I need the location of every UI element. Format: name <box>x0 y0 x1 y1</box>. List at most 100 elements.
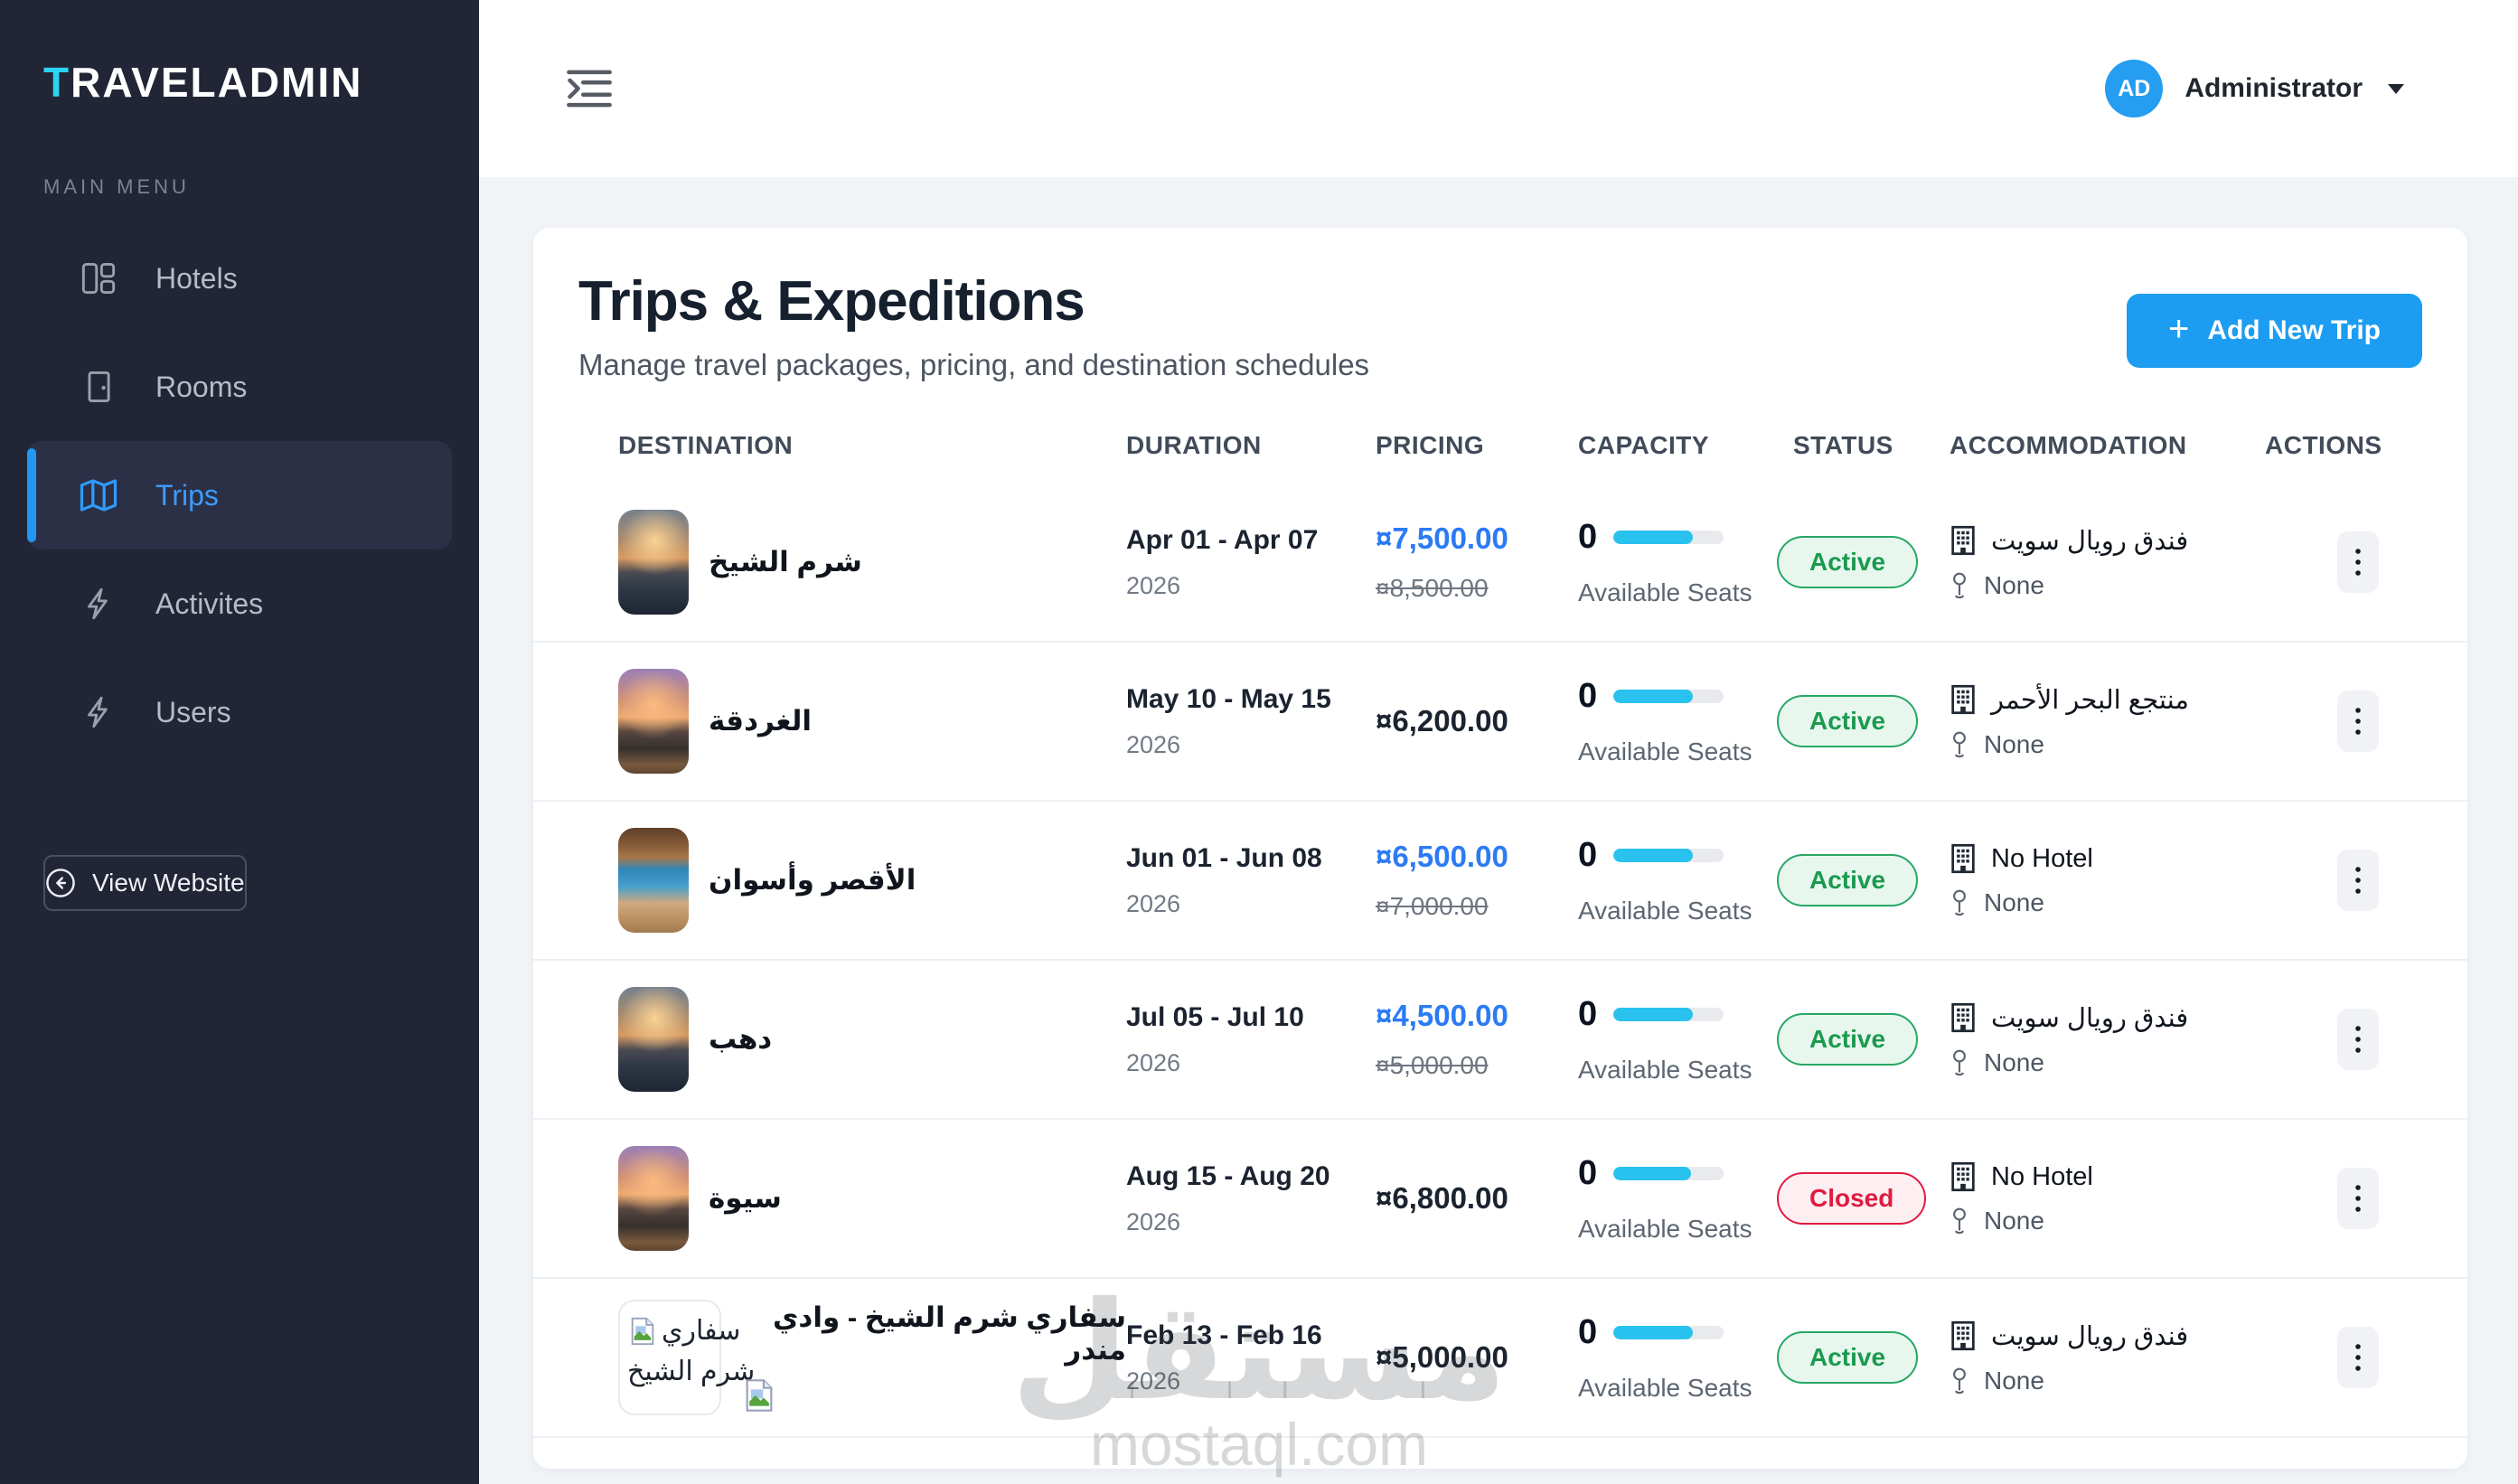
pricing-cell: ¤6,500.00 ¤7,000.00 <box>1376 840 1578 921</box>
view-website-button[interactable]: View Website <box>43 855 247 911</box>
logo-first-letter: T <box>43 59 71 106</box>
duration-cell: Feb 13 - Feb 16 2026 <box>1126 1320 1376 1395</box>
price: ¤4,500.00 <box>1376 999 1508 1032</box>
sidebar-item-users[interactable]: Users <box>27 658 452 766</box>
sidebar-item-label: Hotels <box>155 261 238 295</box>
duration-cell: May 10 - May 15 2026 <box>1126 684 1376 759</box>
hotel-name: فندق رويال سويت <box>1991 1321 2189 1351</box>
table-header: DESTINATION DURATION PRICING CAPACITY ST… <box>533 431 2467 484</box>
actions-cell <box>2265 690 2422 752</box>
sidebar-item-rooms[interactable]: Rooms <box>27 333 452 441</box>
image-alt-text: سفاري <box>662 1316 741 1346</box>
price: ¤6,800.00 <box>1376 1181 1508 1215</box>
capacity-count: 0 <box>1578 994 1598 1033</box>
page-subtitle: Manage travel packages, pricing, and des… <box>578 348 1370 381</box>
status-cell: Active <box>1777 695 1950 747</box>
sidebar-collapse-button[interactable] <box>566 68 613 109</box>
status-cell: Active <box>1777 1331 1950 1384</box>
status-cell: Active <box>1777 854 1950 906</box>
price: ¤7,500.00 <box>1376 521 1508 555</box>
map-icon <box>80 476 117 514</box>
capacity-bar <box>1613 848 1724 862</box>
destination-name: سيوة <box>709 1182 782 1214</box>
sidebar-item-label: Activites <box>155 587 264 620</box>
destination-cell: الأقصر وأسوان <box>578 828 1126 933</box>
actions-cell <box>2265 1168 2422 1229</box>
card-header: Trips & Expeditions Manage travel packag… <box>533 228 2467 382</box>
destination-thumbnail-broken: سفاري شرم الشيخ <box>618 1300 755 1415</box>
row-actions-button[interactable] <box>2337 850 2379 911</box>
date-range: Jun 01 - Jun 08 <box>1126 842 1322 873</box>
accommodation-cell: فندق رويال سويت None <box>1950 525 2265 600</box>
row-actions-button[interactable] <box>2337 690 2379 752</box>
pin-icon <box>1950 1048 1969 1077</box>
table-body: شرم الشيخ Apr 01 - Apr 07 2026 ¤7,500.00… <box>533 484 2467 1438</box>
building-icon <box>1950 684 1977 715</box>
capacity-count: 0 <box>1578 676 1598 715</box>
destination-cell: سيوة <box>578 1146 1126 1251</box>
capacity-bar-fill <box>1613 1325 1693 1339</box>
date-range: Apr 01 - Apr 07 <box>1126 524 1319 555</box>
row-actions-button[interactable] <box>2337 1009 2379 1070</box>
row-actions-button[interactable] <box>2337 531 2379 593</box>
actions-cell <box>2265 1327 2422 1388</box>
column-header-duration: DURATION <box>1126 431 1262 459</box>
hotel-name: فندق رويال سويت <box>1991 526 2189 556</box>
sidebar-item-hotels[interactable]: Hotels <box>27 224 452 333</box>
capacity-cell: 0 Available Seats <box>1578 677 1793 766</box>
sidebar-item-activites[interactable]: Activites <box>27 549 452 658</box>
capacity-bar-fill <box>1613 530 1693 544</box>
capacity-bar <box>1613 1325 1724 1339</box>
year: 2026 <box>1126 1207 1181 1235</box>
table-row: الأقصر وأسوان Jun 01 - Jun 08 2026 ¤6,50… <box>533 802 2467 961</box>
capacity-bar-fill <box>1613 1166 1691 1180</box>
year: 2026 <box>1126 1367 1181 1395</box>
guide-value: None <box>1984 1207 2044 1235</box>
guide-value: None <box>1984 888 2044 916</box>
hotel-name: No Hotel <box>1991 1161 2093 1191</box>
hotel-name: فندق رويال سويت <box>1991 1003 2189 1033</box>
user-menu[interactable]: AD Administrator <box>2105 60 2404 117</box>
column-header-accommodation: ACCOMMODATION <box>1950 431 2187 459</box>
row-actions-button[interactable] <box>2337 1168 2379 1229</box>
destination-thumbnail <box>618 510 689 615</box>
capacity-label: Available Seats <box>1578 737 1752 765</box>
destination-thumbnail <box>618 828 689 933</box>
main-area: AD Administrator Trips & Expeditions Man… <box>479 0 2518 1484</box>
sidebar-nav: Hotels Rooms Trips Activites Users <box>0 224 479 766</box>
row-actions-button[interactable] <box>2337 1327 2379 1388</box>
destination-name: الغردقة <box>709 705 813 737</box>
price: ¤5,000.00 <box>1376 1340 1508 1374</box>
status-badge: Active <box>1777 1013 1919 1066</box>
column-header-actions: ACTIONS <box>2265 431 2382 459</box>
sidebar-item-label: Trips <box>155 478 219 512</box>
indent-menu-icon <box>566 68 613 109</box>
duration-cell: Jul 05 - Jul 10 2026 <box>1126 1002 1376 1077</box>
plus-icon: + <box>2167 309 2190 349</box>
status-badge: Active <box>1777 536 1919 588</box>
app-logo: TRAVELADMIN <box>0 0 479 107</box>
capacity-cell: 0 Available Seats <box>1578 995 1793 1085</box>
building-icon <box>1950 1002 1977 1033</box>
status-badge: Active <box>1777 695 1919 747</box>
date-range: Feb 13 - Feb 16 <box>1126 1320 1322 1350</box>
capacity-cell: 0 Available Seats <box>1578 1313 1793 1403</box>
duration-cell: Apr 01 - Apr 07 2026 <box>1126 525 1376 600</box>
capacity-cell: 0 Available Seats <box>1578 518 1793 607</box>
pin-icon <box>1950 730 1969 759</box>
sidebar-item-label: Rooms <box>155 370 248 403</box>
zap-icon <box>80 585 117 623</box>
capacity-count: 0 <box>1578 835 1598 874</box>
building-icon <box>1950 1161 1977 1192</box>
accommodation-cell: No Hotel None <box>1950 843 2265 917</box>
status-cell: Active <box>1777 1013 1950 1066</box>
date-range: Jul 05 - Jul 10 <box>1126 1001 1304 1032</box>
status-badge: Active <box>1777 854 1919 906</box>
sidebar-item-trips[interactable]: Trips <box>27 441 452 549</box>
pricing-cell: ¤6,800.00 <box>1376 1181 1578 1216</box>
table-row: سفاري شرم الشيخ سفاري شرم الشيخ - وادي م… <box>533 1279 2467 1438</box>
add-new-trip-button[interactable]: + Add New Trip <box>2126 294 2422 368</box>
avatar: AD <box>2105 60 2164 117</box>
building-icon <box>1950 843 1977 874</box>
status-cell: Closed <box>1777 1172 1950 1225</box>
